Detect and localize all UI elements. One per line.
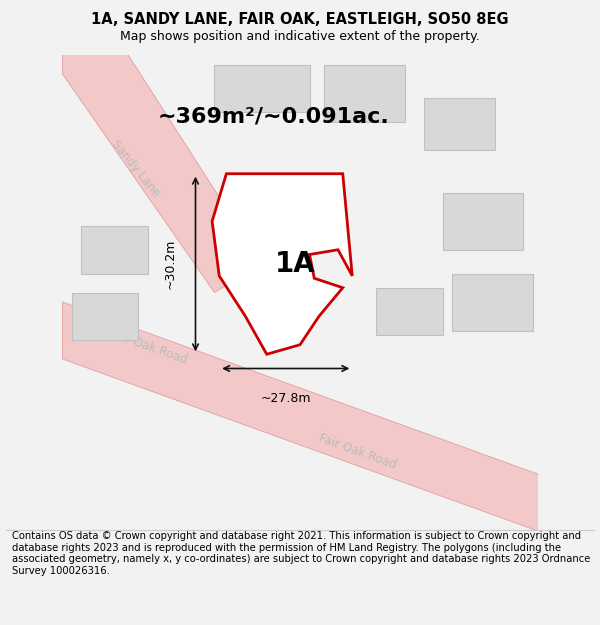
Polygon shape — [376, 288, 443, 335]
Text: ~369m²/~0.091ac.: ~369m²/~0.091ac. — [157, 107, 389, 127]
Text: Map shows position and indicative extent of the property.: Map shows position and indicative extent… — [120, 30, 480, 43]
Polygon shape — [452, 274, 533, 331]
Polygon shape — [72, 292, 139, 340]
Text: ~27.8m: ~27.8m — [260, 392, 311, 405]
Text: ~30.2m: ~30.2m — [163, 239, 176, 289]
Text: Fair Oak Road: Fair Oak Road — [316, 432, 398, 472]
Text: Fair Oak Road: Fair Oak Road — [107, 327, 188, 367]
Polygon shape — [324, 64, 404, 121]
Text: Contains OS data © Crown copyright and database right 2021. This information is : Contains OS data © Crown copyright and d… — [12, 531, 590, 576]
Text: 1A, SANDY LANE, FAIR OAK, EASTLEIGH, SO50 8EG: 1A, SANDY LANE, FAIR OAK, EASTLEIGH, SO5… — [91, 12, 509, 27]
Polygon shape — [82, 226, 148, 274]
Polygon shape — [62, 302, 561, 539]
Polygon shape — [212, 174, 352, 354]
Polygon shape — [443, 192, 523, 250]
Text: Sandy Lane: Sandy Lane — [109, 138, 163, 200]
Polygon shape — [424, 98, 495, 150]
Text: 1A: 1A — [275, 250, 316, 278]
Polygon shape — [215, 64, 310, 112]
Polygon shape — [62, 26, 262, 292]
